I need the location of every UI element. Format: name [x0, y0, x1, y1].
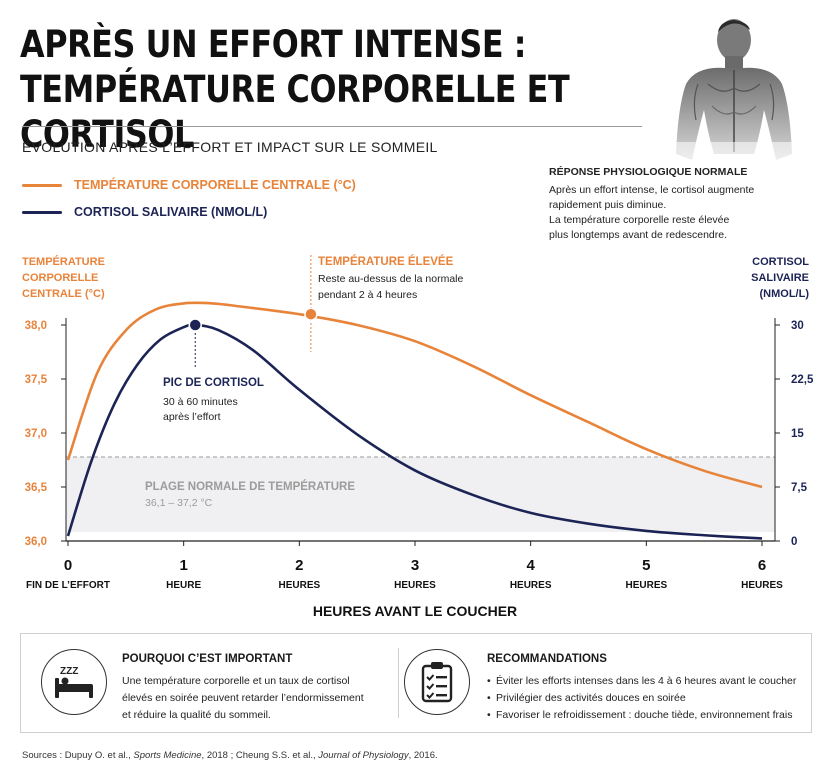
right-axis-title-line-1: CORTISOL — [752, 256, 809, 268]
sources-footnote: Sources : Dupuy O. et al., Sports Medici… — [22, 750, 438, 761]
temperature-high-title: TEMPÉRATURE ÉLEVÉE — [318, 255, 454, 268]
title-divider — [22, 126, 642, 127]
subtitle: ÉVOLUTION APRÈS L’EFFORT ET IMPACT SUR L… — [22, 139, 438, 155]
left-tick-label: 36,5 — [25, 482, 48, 494]
temperature-series-line — [66, 301, 763, 489]
x-tick-label: 4 — [526, 557, 535, 574]
recommendations-title: RECOMMANDATIONS — [487, 653, 607, 665]
x-tick-sublabel: HEURES — [741, 580, 783, 591]
x-tick-sublabel: FIN DE L’EFFORT — [26, 580, 110, 591]
right-tick-label: 15 — [791, 428, 804, 440]
x-axis-ticks: 0 FIN DE L’EFFORT 1 HEURE 2 HEURES 3 HEURES 4 HEU… — [26, 541, 783, 591]
info-box: ZZZ POURQUOI C’EST IMPORTANT Une tempéra… — [20, 633, 812, 733]
x-tick-label: 2 — [295, 557, 303, 574]
left-axis-title-line-1: TEMPÉRATURE — [22, 256, 105, 268]
sources-prefix: Sources : Dupuy O. et al., — [22, 750, 134, 761]
temperature-high-marker — [304, 307, 318, 321]
title-line-1: APRÈS UN EFFORT INTENSE : — [20, 23, 527, 66]
title-line-2: TEMPÉRATURE CORPORELLE ET CORTISOL — [20, 68, 570, 156]
x-tick-label: 3 — [411, 557, 419, 574]
x-tick-label: 5 — [642, 557, 650, 574]
athlete-back-illustration — [668, 19, 798, 162]
legend-temperature-swatch — [22, 183, 62, 187]
x-tick-sublabel: HEURES — [278, 580, 320, 591]
left-tick-label: 38,0 — [25, 320, 47, 332]
sources-journal-1: Sports Medicine — [133, 750, 202, 761]
cortisol-peak-title: PIC DE CORTISOL — [163, 377, 264, 389]
recommendation-item: Favoriser le refroidissement : douche ti… — [487, 707, 796, 724]
x-tick-label: 1 — [179, 557, 187, 574]
important-text: Une température corporelle et un taux de… — [122, 673, 364, 724]
normal-range-sublabel: 36,1 – 37,2 °C — [145, 497, 213, 509]
right-axis-ticks: 0 7,5 15 22,5 30 — [775, 320, 814, 548]
legend-cortisol-label: CORTISOL SALIVAIRE (NMOL/L) — [74, 205, 268, 219]
info-box-divider — [398, 648, 399, 718]
right-tick-label: 0 — [791, 536, 797, 548]
normal-range-label: PLAGE NORMALE DE TEMPÉRATURE — [145, 480, 355, 493]
checklist-icon — [421, 662, 453, 703]
left-tick-label: 37,0 — [25, 428, 47, 440]
sources-suffix: , 2016. — [408, 750, 438, 761]
note-line-3: La température corporelle reste élevée — [549, 214, 730, 226]
recommendation-item: Privilégier des activités douces en soir… — [487, 690, 796, 707]
right-tick-label: 7,5 — [791, 482, 808, 494]
recommendations-text: Éviter les efforts intenses dans les 4 à… — [487, 673, 796, 724]
page-title: APRÈS UN EFFORT INTENSE : TEMPÉRATURE CO… — [20, 22, 570, 157]
x-tick-label: 0 — [64, 557, 72, 574]
note-title: RÉPONSE PHYSIOLOGIQUE NORMALE — [549, 166, 748, 178]
note-line-2: rapidement puis diminue. — [549, 199, 667, 211]
left-axis-title-line-2: CORPORELLE — [22, 272, 99, 284]
cortisol-peak-marker — [188, 318, 202, 332]
legend-temperature-label: TEMPÉRATURE CORPORELLE CENTRALE (°C) — [74, 178, 356, 192]
sources-journal-2: Journal of Physiology — [318, 750, 409, 761]
checklist-icon-circle — [404, 649, 470, 715]
left-tick-label: 37,5 — [25, 374, 48, 386]
sleep-bed-icon: ZZZ — [55, 666, 93, 698]
left-tick-label: 36,0 — [25, 536, 47, 548]
note-line-1: Après un effort intense, le cortisol aug… — [549, 184, 755, 196]
cortisol-peak-line-2: après l’effort — [163, 411, 221, 423]
sleep-zzz-text: ZZZ — [60, 666, 78, 677]
important-line-2: élevés en soirée peuvent retarder l’endo… — [122, 692, 364, 704]
x-tick-label: 6 — [758, 557, 766, 574]
legend-cortisol-swatch — [22, 210, 62, 214]
legend-cortisol: CORTISOL SALIVAIRE (NMOL/L) — [22, 205, 267, 219]
normal-range-band — [66, 457, 775, 532]
sleep-icon-circle: ZZZ — [41, 649, 107, 715]
sources-middle: , 2018 ; Cheung S.S. et al., — [201, 750, 319, 761]
left-axis-ticks: 36,0 36,5 37,0 37,5 38,0 — [25, 320, 66, 548]
x-tick-sublabel: HEURES — [510, 580, 552, 591]
right-axis-title-line-3: (NMOL/L) — [759, 288, 809, 300]
recommendations-list: Éviter les efforts intenses dans les 4 à… — [487, 673, 796, 724]
important-line-1: Une température corporelle et un taux de… — [122, 675, 350, 687]
important-line-3: et réduire la qualité du sommeil. — [122, 709, 271, 721]
line-chart: PLAGE NORMALE DE TEMPÉRATURE 36,1 – 37,2… — [25, 255, 814, 619]
cortisol-peak-line-1: 30 à 60 minutes — [163, 396, 238, 408]
temperature-high-line-1: Reste au-dessus de la normale — [318, 273, 463, 285]
right-axis-title: CORTISOL SALIVAIRE (NMOL/L) — [751, 254, 809, 302]
physiology-note: RÉPONSE PHYSIOLOGIQUE NORMALE Après un e… — [549, 165, 819, 243]
important-title: POURQUOI C’EST IMPORTANT — [122, 653, 293, 665]
x-tick-sublabel: HEURES — [625, 580, 667, 591]
right-tick-label: 30 — [791, 320, 804, 332]
cortisol-series-line — [66, 323, 763, 540]
left-axis-title-line-3: CENTRALE (°C) — [22, 288, 105, 300]
x-tick-sublabel: HEURES — [394, 580, 436, 591]
temperature-high-line-2: pendant 2 à 4 heures — [318, 289, 417, 301]
recommendation-item: Éviter les efforts intenses dans les 4 à… — [487, 673, 796, 690]
x-tick-sublabel: HEURE — [166, 580, 201, 591]
right-axis-title-line-2: SALIVAIRE — [751, 272, 809, 284]
x-axis-title: HEURES AVANT LE COUCHER — [313, 603, 517, 619]
note-line-4: plus longtemps avant de redescendre. — [549, 229, 728, 241]
right-tick-label: 22,5 — [791, 374, 814, 386]
legend-temperature: TEMPÉRATURE CORPORELLE CENTRALE (°C) — [22, 178, 356, 192]
left-axis-title: TEMPÉRATURE CORPORELLE CENTRALE (°C) — [22, 254, 105, 302]
